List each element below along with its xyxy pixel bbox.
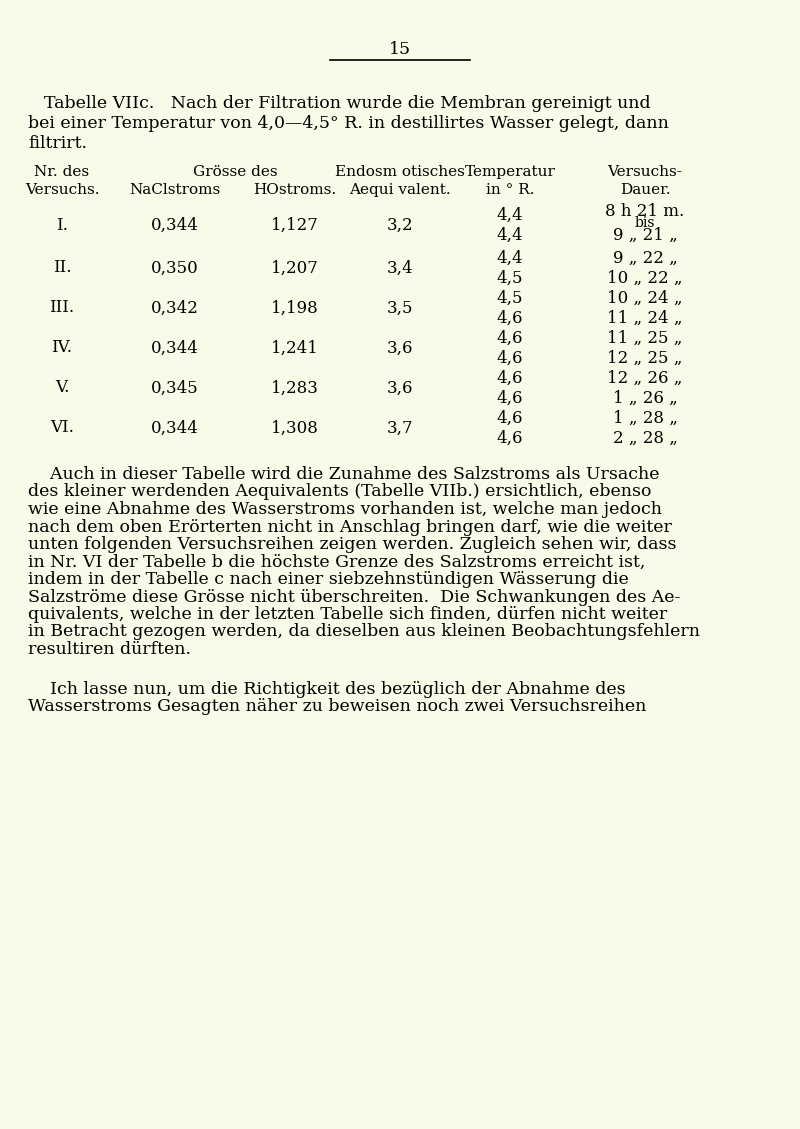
Text: Ich lasse nun, um die Richtigkeit des bezüglich der Abnahme des: Ich lasse nun, um die Richtigkeit des be… — [28, 681, 626, 698]
Text: 12 „ 26 „: 12 „ 26 „ — [607, 369, 682, 386]
Text: Endosm otisches: Endosm otisches — [335, 165, 465, 180]
Text: in Betracht gezogen werden, da dieselben aus kleinen Beobachtungsfehlern: in Betracht gezogen werden, da dieselben… — [28, 623, 700, 640]
Text: Auch in dieser Tabelle wird die Zunahme des Salzstroms als Ursache: Auch in dieser Tabelle wird die Zunahme … — [28, 466, 659, 483]
Text: 4,6: 4,6 — [497, 390, 523, 406]
Text: 1,241: 1,241 — [271, 340, 319, 357]
Text: 3,6: 3,6 — [386, 379, 414, 396]
Text: 9 „ 22 „: 9 „ 22 „ — [613, 250, 678, 266]
Text: 3,6: 3,6 — [386, 340, 414, 357]
Text: Aequi valent.: Aequi valent. — [349, 183, 451, 196]
Text: I.: I. — [56, 217, 68, 234]
Text: 4,5: 4,5 — [497, 270, 523, 287]
Text: des kleiner werdenden Aequivalents (Tabelle VIIb.) ersichtlich, ebenso: des kleiner werdenden Aequivalents (Tabe… — [28, 483, 651, 500]
Text: II.: II. — [53, 260, 71, 277]
Text: 4,6: 4,6 — [497, 350, 523, 367]
Text: 2 „ 28 „: 2 „ 28 „ — [613, 429, 678, 446]
Text: unten folgenden Versuchsreihen zeigen werden. Zugleich sehen wir, dass: unten folgenden Versuchsreihen zeigen we… — [28, 536, 677, 553]
Text: Salzströme diese Grösse nicht überschreiten.  Die Schwankungen des Ae-: Salzströme diese Grösse nicht überschrei… — [28, 588, 680, 605]
Text: 3,4: 3,4 — [386, 260, 414, 277]
Text: 1,308: 1,308 — [271, 420, 319, 437]
Text: Dauer.: Dauer. — [620, 183, 670, 196]
Text: in Nr. VI der Tabelle b die höchste Grenze des Salzstroms erreicht ist,: in Nr. VI der Tabelle b die höchste Gren… — [28, 553, 646, 570]
Text: VI.: VI. — [50, 420, 74, 437]
Text: 4,4: 4,4 — [497, 250, 523, 266]
Text: Versuchs.: Versuchs. — [25, 183, 99, 196]
Text: 0,342: 0,342 — [151, 299, 199, 316]
Text: 4,6: 4,6 — [497, 309, 523, 326]
Text: Temperatur: Temperatur — [465, 165, 555, 180]
Text: 0,345: 0,345 — [151, 379, 199, 396]
Text: 1,127: 1,127 — [271, 217, 319, 234]
Text: 4,4: 4,4 — [497, 227, 523, 244]
Text: HOstroms.: HOstroms. — [254, 183, 337, 196]
Text: wie eine Abnahme des Wasserstroms vorhanden ist, welche man jedoch: wie eine Abnahme des Wasserstroms vorhan… — [28, 501, 662, 518]
Text: 10 „ 22 „: 10 „ 22 „ — [607, 270, 682, 287]
Text: 1 „ 26 „: 1 „ 26 „ — [613, 390, 678, 406]
Text: 4,6: 4,6 — [497, 369, 523, 386]
Text: Grösse des: Grösse des — [193, 165, 278, 180]
Text: nach dem oben Erörterten nicht in Anschlag bringen darf, wie die weiter: nach dem oben Erörterten nicht in Anschl… — [28, 518, 672, 535]
Text: 11 „ 25 „: 11 „ 25 „ — [607, 330, 682, 347]
Text: 15: 15 — [389, 42, 411, 59]
Text: 4,4: 4,4 — [497, 207, 523, 224]
Text: V.: V. — [55, 379, 69, 396]
Text: III.: III. — [50, 299, 74, 316]
Text: Tabelle VIIc.   Nach der Filtration wurde die Membran gereinigt und: Tabelle VIIc. Nach der Filtration wurde … — [44, 95, 650, 112]
Text: 1 „ 28 „: 1 „ 28 „ — [613, 410, 678, 427]
Text: 3,5: 3,5 — [386, 299, 414, 316]
Text: 1,207: 1,207 — [271, 260, 319, 277]
Text: 3,2: 3,2 — [386, 217, 414, 234]
Text: 4,5: 4,5 — [497, 289, 523, 306]
Text: quivalents, welche in der letzten Tabelle sich finden, dürfen nicht weiter: quivalents, welche in der letzten Tabell… — [28, 606, 667, 623]
Text: resultiren dürften.: resultiren dürften. — [28, 641, 191, 658]
Text: NaClstroms: NaClstroms — [130, 183, 221, 196]
Text: bei einer Temperatur von 4,0—4,5° R. in destillirtes Wasser gelegt, dann: bei einer Temperatur von 4,0—4,5° R. in … — [28, 114, 669, 131]
Text: Wasserstroms Gesagten näher zu beweisen noch zwei Versuchsreihen: Wasserstroms Gesagten näher zu beweisen … — [28, 698, 646, 715]
Text: 0,344: 0,344 — [151, 420, 199, 437]
Text: bis: bis — [634, 216, 655, 230]
Text: 1,283: 1,283 — [271, 379, 319, 396]
Text: 9 „ 21 „: 9 „ 21 „ — [613, 227, 678, 244]
Text: 11 „ 24 „: 11 „ 24 „ — [607, 309, 682, 326]
Text: 3,7: 3,7 — [386, 420, 414, 437]
Text: 8 h 21 m.: 8 h 21 m. — [606, 203, 685, 220]
Text: indem in der Tabelle c nach einer siebzehnstündigen Wässerung die: indem in der Tabelle c nach einer siebze… — [28, 571, 629, 588]
Text: 12 „ 25 „: 12 „ 25 „ — [607, 350, 682, 367]
Text: 0,350: 0,350 — [151, 260, 199, 277]
Text: 10 „ 24 „: 10 „ 24 „ — [607, 289, 682, 306]
Text: 0,344: 0,344 — [151, 217, 199, 234]
Text: Nr. des: Nr. des — [34, 165, 90, 180]
Text: 4,6: 4,6 — [497, 429, 523, 446]
Text: in ° R.: in ° R. — [486, 183, 534, 196]
Text: filtrirt.: filtrirt. — [28, 134, 87, 151]
Text: 4,6: 4,6 — [497, 330, 523, 347]
Text: 1,198: 1,198 — [271, 299, 319, 316]
Text: 4,6: 4,6 — [497, 410, 523, 427]
Text: Versuchs-: Versuchs- — [607, 165, 682, 180]
Text: 0,344: 0,344 — [151, 340, 199, 357]
Text: IV.: IV. — [51, 340, 73, 357]
